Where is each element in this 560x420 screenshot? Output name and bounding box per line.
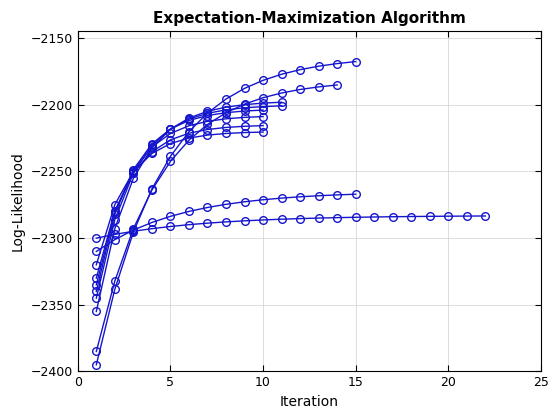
Y-axis label: Log-Likelihood: Log-Likelihood	[11, 152, 25, 252]
X-axis label: Iteration: Iteration	[280, 395, 339, 409]
Title: Expectation-Maximization Algorithm: Expectation-Maximization Algorithm	[153, 11, 466, 26]
